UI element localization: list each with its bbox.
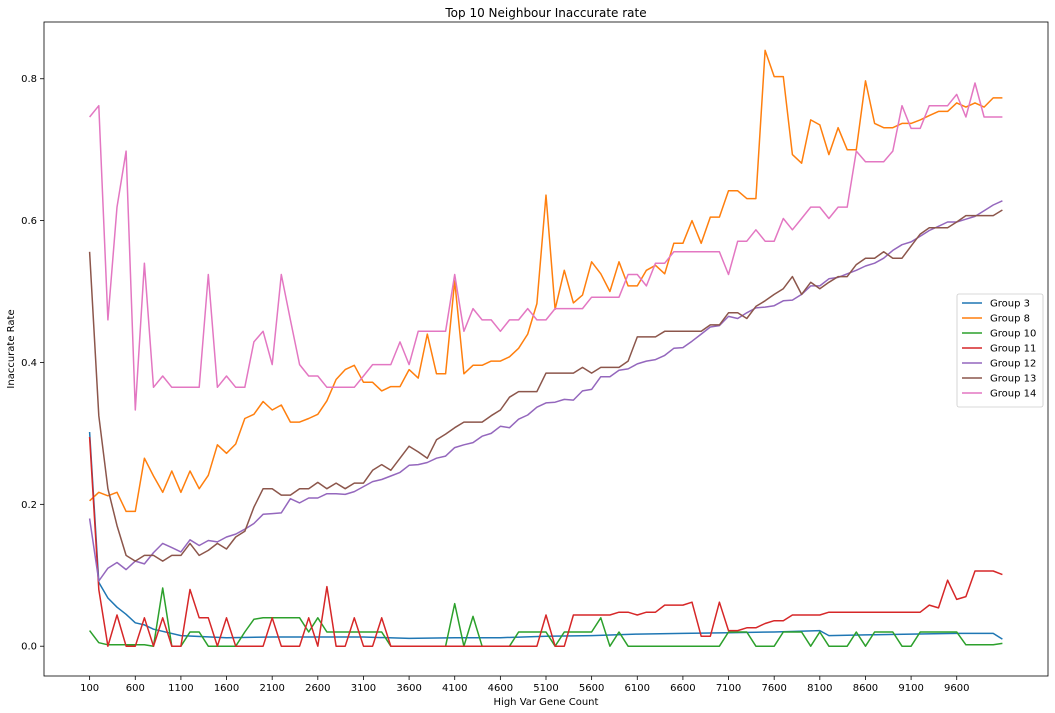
series-line-group-10	[89, 587, 1003, 647]
legend-label-group-8: Group 8	[990, 314, 1030, 325]
legend-label-group-11: Group 11	[990, 344, 1036, 355]
x-tick-label: 8600	[853, 683, 878, 694]
x-tick-label: 100	[80, 683, 99, 694]
x-tick-label: 2100	[259, 683, 284, 694]
x-axis-label: High Var Gene Count	[494, 697, 599, 708]
x-tick-label: 1600	[214, 683, 239, 694]
y-tick-label: 0.6	[21, 216, 37, 227]
y-axis-label: Inaccurate Rate	[6, 309, 17, 388]
x-tick-label: 7100	[716, 683, 741, 694]
legend-label-group-14: Group 14	[990, 389, 1036, 400]
x-tick-label: 600	[126, 683, 145, 694]
x-tick-label: 9100	[898, 683, 923, 694]
legend-label-group-12: Group 12	[990, 359, 1036, 370]
x-tick-label: 9600	[944, 683, 969, 694]
y-tick-label: 0.4	[21, 358, 37, 369]
plot-area	[43, 21, 1049, 677]
legend-label-group-13: Group 13	[990, 374, 1036, 385]
y-tick-label: 0.0	[21, 642, 37, 653]
x-tick-label: 5100	[533, 683, 558, 694]
series-line-group-8	[89, 49, 1003, 513]
x-tick-label: 6100	[625, 683, 650, 694]
x-tick-label: 3600	[396, 683, 421, 694]
x-tick-label: 5600	[579, 683, 604, 694]
plot-frame	[43, 21, 1049, 677]
x-tick-label: 3100	[351, 683, 376, 694]
x-tick-label: 6600	[670, 683, 695, 694]
y-tick-label: 0.2	[21, 500, 37, 511]
y-tick-label: 0.8	[21, 74, 37, 85]
series-line-group-11	[88, 436, 1003, 647]
legend-label-group-3: Group 3	[990, 299, 1030, 310]
legend: Group 3 Group 8 Group 10 Group 11 Group 12 Gr…	[956, 293, 1044, 408]
series-line-group-14	[89, 82, 1003, 411]
legend-label-group-10: Group 10	[990, 329, 1036, 340]
series-line-group-3	[88, 431, 1003, 640]
chart-title: Top 10 Neighbour Inaccurate rate	[444, 6, 646, 20]
series-line-group-13	[88, 209, 1003, 562]
x-tick-label: 7600	[761, 683, 786, 694]
x-tick-label: 1100	[168, 683, 193, 694]
x-tick-label: 4100	[442, 683, 467, 694]
x-tick-label: 2600	[305, 683, 330, 694]
x-tick-label: 4600	[488, 683, 513, 694]
x-tick-label: 8100	[807, 683, 832, 694]
